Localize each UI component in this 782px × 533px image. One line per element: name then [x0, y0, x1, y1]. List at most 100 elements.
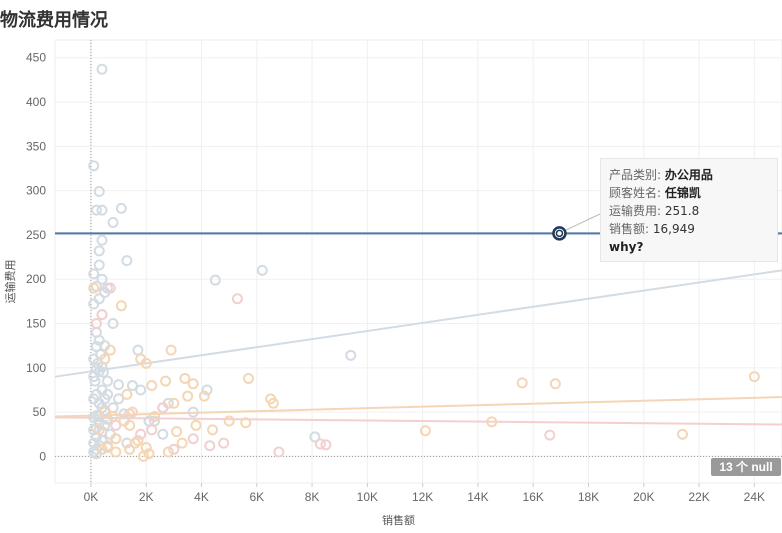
data-point[interactable] [90, 443, 102, 455]
data-point[interactable] [146, 380, 158, 392]
data-point[interactable] [140, 357, 152, 369]
data-point[interactable] [160, 375, 172, 387]
y-tick-label: 300 [26, 184, 46, 198]
data-point[interactable] [516, 377, 528, 389]
data-point[interactable] [204, 440, 216, 452]
data-point[interactable] [113, 393, 125, 405]
data-point[interactable] [135, 384, 147, 396]
data-point[interactable] [88, 298, 100, 310]
data-point[interactable] [676, 428, 688, 440]
data-point[interactable] [171, 426, 183, 438]
data-point[interactable] [104, 282, 116, 294]
data-point[interactable] [110, 433, 122, 445]
highlighted-point[interactable] [552, 226, 567, 241]
data-point[interactable] [93, 293, 105, 305]
data-point[interactable] [96, 443, 108, 455]
data-point[interactable] [207, 424, 219, 436]
data-point[interactable] [267, 397, 279, 409]
data-point[interactable] [96, 63, 108, 75]
data-point[interactable] [137, 450, 149, 462]
data-point[interactable] [143, 448, 155, 460]
data-point[interactable] [102, 388, 114, 400]
data-point[interactable] [107, 217, 119, 229]
data-point[interactable] [149, 411, 161, 423]
data-point[interactable] [273, 446, 285, 458]
x-tick-label: 2K [139, 490, 154, 504]
data-point[interactable] [121, 255, 133, 267]
data-point[interactable] [96, 273, 108, 285]
data-point[interactable] [113, 379, 125, 391]
data-point[interactable] [198, 390, 210, 402]
data-point[interactable] [748, 371, 760, 383]
data-point[interactable] [549, 378, 561, 390]
data-point[interactable] [309, 431, 321, 443]
data-point[interactable] [102, 375, 114, 387]
data-point[interactable] [124, 408, 136, 420]
data-point[interactable] [110, 446, 122, 458]
data-point[interactable] [176, 437, 188, 449]
data-point[interactable] [93, 186, 105, 198]
data-point[interactable] [129, 437, 141, 449]
data-point[interactable] [96, 234, 108, 246]
data-point[interactable] [157, 402, 169, 414]
data-point[interactable] [132, 344, 144, 356]
data-point[interactable] [107, 318, 119, 330]
data-point[interactable] [132, 434, 144, 446]
data-point[interactable] [88, 437, 100, 449]
data-point[interactable] [90, 204, 102, 216]
data-point[interactable] [345, 349, 357, 361]
data-point[interactable] [165, 344, 177, 356]
data-point[interactable] [135, 428, 147, 440]
data-point[interactable] [320, 439, 332, 451]
data-point[interactable] [89, 375, 101, 387]
data-point[interactable] [162, 446, 174, 458]
data-point[interactable] [104, 344, 116, 356]
data-point[interactable] [544, 429, 556, 441]
data-point[interactable] [187, 406, 199, 418]
data-point[interactable] [187, 433, 199, 445]
data-point[interactable] [121, 388, 133, 400]
data-point[interactable] [93, 259, 105, 271]
data-point[interactable] [209, 274, 221, 286]
data-point[interactable] [97, 366, 109, 378]
data-point[interactable] [168, 397, 180, 409]
data-point[interactable] [314, 438, 326, 450]
y-tick-label: 450 [26, 51, 46, 65]
data-point[interactable] [115, 202, 127, 214]
data-point[interactable] [146, 424, 158, 436]
data-point[interactable] [242, 372, 254, 384]
data-point[interactable] [218, 437, 230, 449]
data-point[interactable] [201, 384, 213, 396]
data-point[interactable] [88, 160, 100, 172]
data-point[interactable] [168, 443, 180, 455]
data-point[interactable] [88, 282, 100, 294]
data-point[interactable] [90, 318, 102, 330]
data-point[interactable] [256, 264, 268, 276]
data-point[interactable] [96, 204, 108, 216]
tooltip-why-link[interactable]: why? [609, 240, 644, 254]
data-point[interactable] [240, 417, 252, 429]
data-point[interactable] [93, 245, 105, 257]
data-point[interactable] [231, 293, 243, 305]
data-point[interactable] [99, 353, 111, 365]
data-point[interactable] [93, 424, 105, 436]
data-point[interactable] [96, 309, 108, 321]
data-point[interactable] [115, 300, 127, 312]
data-point[interactable] [187, 378, 199, 390]
null-count-badge[interactable]: 13 个 null [711, 458, 781, 476]
data-point[interactable] [99, 406, 111, 418]
data-point[interactable] [190, 419, 202, 431]
data-point[interactable] [124, 443, 136, 455]
data-point[interactable] [124, 419, 136, 431]
data-point[interactable] [110, 419, 122, 431]
data-point[interactable] [419, 425, 431, 437]
data-point[interactable] [157, 428, 169, 440]
highlighted-point-core [555, 229, 564, 238]
data-point[interactable] [486, 416, 498, 428]
data-point[interactable] [182, 390, 194, 402]
data-point[interactable] [223, 415, 235, 427]
data-point[interactable] [179, 372, 191, 384]
data-point[interactable] [88, 268, 100, 280]
data-point[interactable] [126, 380, 138, 392]
